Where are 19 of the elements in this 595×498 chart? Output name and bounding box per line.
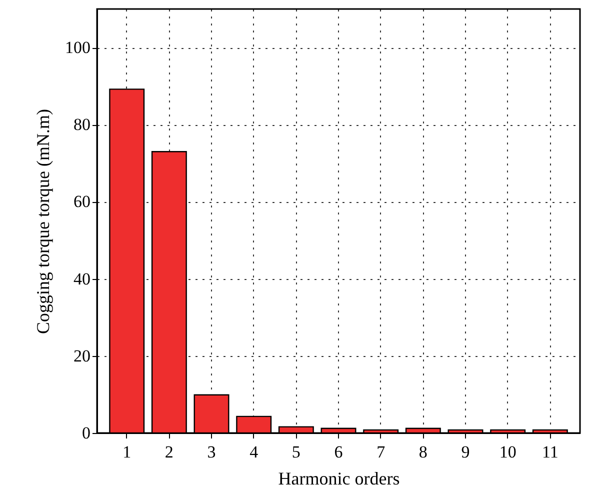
y-tick-label: 40 (74, 269, 90, 288)
y-axis-title: Cogging torque torque (mN.m) (33, 109, 53, 334)
x-tick-label: 6 (334, 442, 343, 462)
x-axis-title: Harmonic orders (278, 468, 400, 488)
x-tick-label: 4 (250, 442, 259, 462)
x-tick-label: 10 (499, 442, 516, 462)
y-tick-label: 100 (65, 38, 90, 58)
x-tick-label: 5 (292, 442, 300, 462)
x-tick-label: 3 (207, 442, 216, 462)
y-tick-label: 20 (74, 346, 90, 366)
y-tick-label: 60 (74, 192, 90, 212)
x-tick-label: 2 (164, 442, 174, 462)
x-tick-label: 9 (461, 442, 470, 462)
y-tick-label: 0 (82, 424, 90, 442)
x-tick-label: 1 (122, 442, 132, 462)
x-tick-label: 8 (418, 442, 428, 462)
x-tick-label: 7 (376, 442, 386, 462)
y-tick-label: 80 (74, 115, 90, 134)
x-tick-label: 11 (542, 442, 558, 462)
